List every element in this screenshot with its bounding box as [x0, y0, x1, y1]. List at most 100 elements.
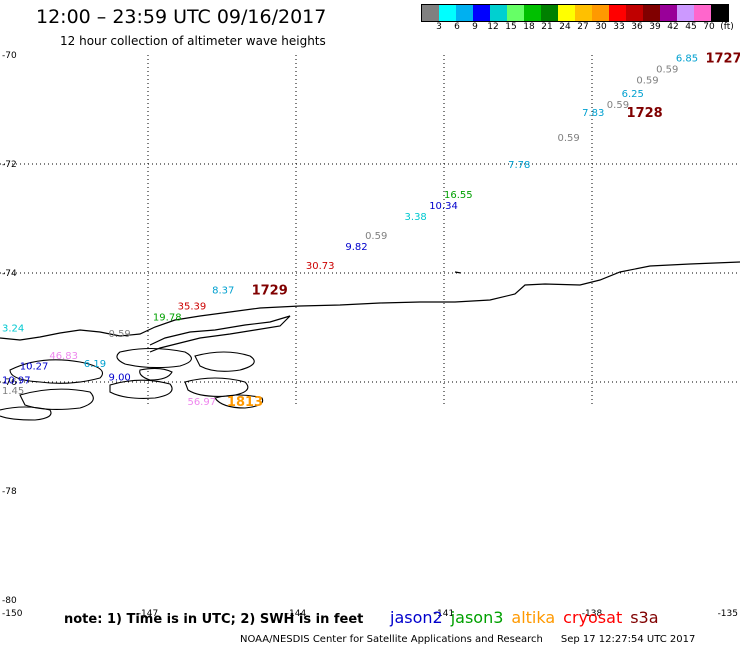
pass-time-label: 1727 — [705, 52, 740, 67]
island-4 — [19, 388, 94, 411]
colorbar-label: 21 — [541, 22, 553, 32]
swh-value-label: 10.97 — [2, 375, 31, 386]
generated-timestamp: Sep 17 12:27:54 UTC 2017 — [560, 634, 696, 645]
pass-time-label: 1728 — [627, 106, 663, 121]
colorbar-label: 24 — [559, 22, 571, 32]
swh-value-label: 0.59 — [656, 65, 678, 76]
lat-tick-label: -70 — [2, 51, 17, 61]
coastline-ice-front — [149, 315, 291, 353]
colorbar-swatch — [456, 5, 473, 21]
colorbar-label: 18 — [523, 22, 535, 32]
lon-tick-label: -150 — [2, 609, 23, 619]
swh-value-label: 7.83 — [582, 108, 604, 119]
rock-speck — [454, 271, 462, 274]
page-title: 12:00 – 23:59 UTC 09/16/2017 — [36, 6, 327, 28]
colorbar-swatch — [592, 5, 609, 21]
swh-value-label: 16.55 — [444, 190, 473, 201]
swh-value-label: 1.45 — [2, 386, 24, 397]
legend-jason2: jason2 — [390, 608, 443, 627]
colorbar-label: 42 — [667, 22, 679, 32]
colorbar-label: 70 — [703, 22, 715, 32]
swh-value-label: 56.97 — [187, 397, 216, 408]
swh-value-label: 6.19 — [84, 359, 106, 370]
colorbar-swatch — [609, 5, 626, 21]
colorbar-label: (ft) — [720, 22, 734, 32]
colorbar-swatch — [541, 5, 558, 21]
colorbar-swatch — [626, 5, 643, 21]
island-7 — [0, 406, 52, 421]
island-9 — [214, 394, 264, 409]
colorbar-swatch — [643, 5, 660, 21]
colorbar-swatch — [507, 5, 524, 21]
colorbar-swatch — [490, 5, 507, 21]
swh-value-label: 0.59 — [109, 329, 131, 340]
lon-tick-label: -147 — [138, 609, 158, 619]
swh-value-label: 10.27 — [20, 362, 49, 373]
colorbar-swatch — [677, 5, 694, 21]
colorbar-swatch — [439, 5, 456, 21]
lat-tick-label: -78 — [2, 487, 17, 497]
swh-value-label: 0.59 — [557, 133, 579, 144]
swh-value-label: 3.38 — [405, 212, 427, 223]
swh-value-label: 0.59 — [607, 100, 629, 111]
legend-altika: altika — [511, 608, 556, 627]
colorbar-label: 45 — [685, 22, 697, 32]
legend-s3a: s3a — [630, 608, 659, 627]
swh-value-label: 6.25 — [622, 89, 644, 100]
colorbar-labels: 3 6 9 12 15 18 21 24 27 30 33 36 39 42 45 70 (ft) — [421, 22, 740, 34]
colorbar-swatch — [694, 5, 711, 21]
coastline-main — [0, 261, 740, 341]
swh-value-label: 9.82 — [345, 242, 367, 253]
lon-tick-label: -135 — [718, 609, 738, 619]
swh-value-label: 19.78 — [153, 313, 182, 324]
legend-jason3: jason3 — [450, 608, 504, 627]
colorbar-label: 30 — [595, 22, 607, 32]
swh-value-label: 3.24 — [2, 324, 24, 335]
axis-tick-labels: -70 -72 -74 -76 -78 -80 -150 -147 -144 -141 -138 -1… — [2, 51, 738, 619]
island-1 — [9, 359, 104, 384]
legend-cryosat: cryosat — [563, 608, 623, 627]
colorbar-swatch — [422, 5, 439, 21]
swh-value-label: 46.83 — [49, 351, 78, 362]
colorbar-label: 6 — [454, 22, 460, 32]
colorbar-label: 33 — [613, 22, 625, 32]
pass-time-label: 1813 — [227, 395, 263, 410]
colorbar-swatch — [524, 5, 541, 21]
swh-value-label: 6.85 — [676, 54, 698, 65]
colorbar-swatch — [575, 5, 592, 21]
colorbar-label: 39 — [649, 22, 661, 32]
credit-line: NOAA/NESDIS Center for Satellite Applica… — [240, 634, 695, 645]
island-2 — [116, 347, 192, 369]
satellite-legend: jason2 jason3 altika cryosat s3a — [390, 608, 667, 627]
island-6 — [184, 377, 249, 397]
lat-tick-label: -76 — [2, 378, 17, 388]
swh-value-label: 7.78 — [508, 160, 530, 171]
page-subtitle: 12 hour collection of altimeter wave hei… — [60, 34, 326, 48]
lon-tick-label: -144 — [286, 609, 307, 619]
colorbar-label: 36 — [631, 22, 643, 32]
colorbar-swatch — [711, 5, 728, 21]
swh-value-label: 0.59 — [365, 231, 387, 242]
colorbar-label: 3 — [436, 22, 442, 32]
swh-value-label: 10.34 — [429, 201, 458, 212]
swh-observations: 6.850.590.596.250.597.830.597.7816.5510.… — [2, 54, 698, 408]
island-8 — [139, 367, 173, 381]
lon-tick-label: -141 — [434, 609, 454, 619]
colorbar-label: 9 — [472, 22, 478, 32]
island-3 — [194, 351, 255, 372]
lat-tick-label: -74 — [2, 269, 17, 279]
lat-tick-label: -72 — [2, 160, 17, 170]
swh-colorbar — [421, 4, 729, 22]
colorbar-swatch — [473, 5, 490, 21]
pass-time-label: 1729 — [252, 283, 288, 298]
credit-text: NOAA/NESDIS Center for Satellite Applica… — [240, 634, 543, 645]
colorbar-label: 15 — [505, 22, 517, 32]
swh-value-label: 30.73 — [306, 261, 335, 272]
lon-tick-label: -138 — [582, 609, 603, 619]
colorbar-label: 12 — [487, 22, 499, 32]
swh-value-label: 8.37 — [212, 285, 234, 296]
swh-value-label: 0.59 — [636, 76, 658, 87]
swh-value-label: 35.39 — [178, 302, 207, 313]
